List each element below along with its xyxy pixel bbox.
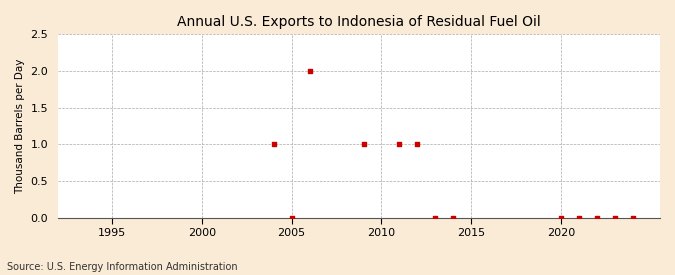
Point: [358, 142, 369, 147]
Point: [412, 142, 423, 147]
Text: Source: U.S. Energy Information Administration: Source: U.S. Energy Information Administ…: [7, 262, 238, 272]
Point: [448, 215, 459, 220]
Point: [304, 69, 315, 73]
Point: [610, 215, 620, 220]
Point: [286, 215, 297, 220]
Point: [268, 142, 279, 147]
Point: [628, 215, 639, 220]
Title: Annual U.S. Exports to Indonesia of Residual Fuel Oil: Annual U.S. Exports to Indonesia of Resi…: [177, 15, 541, 29]
Point: [394, 142, 405, 147]
Point: [556, 215, 566, 220]
Y-axis label: Thousand Barrels per Day: Thousand Barrels per Day: [15, 58, 25, 194]
Point: [574, 215, 585, 220]
Point: [592, 215, 603, 220]
Point: [430, 215, 441, 220]
